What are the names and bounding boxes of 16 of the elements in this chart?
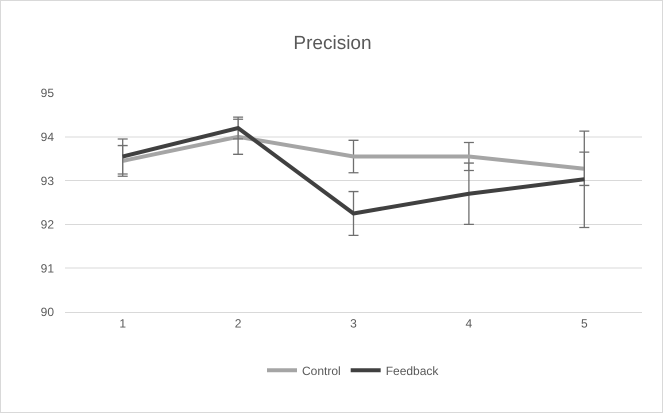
line-series — [120, 126, 586, 216]
x-tick-label: 4 — [466, 316, 473, 330]
legend-label: Control — [302, 364, 341, 378]
x-tick-label: 5 — [580, 316, 588, 330]
x-tick-label: 2 — [234, 316, 242, 330]
x-tick-label: 1 — [119, 316, 126, 330]
y-tick-label: 93 — [40, 174, 54, 188]
x-tick-label: 3 — [350, 316, 358, 330]
legend-label: Feedback — [386, 364, 440, 378]
y-tick-label: 92 — [40, 218, 54, 232]
y-tick-label: 95 — [40, 86, 54, 100]
y-tick-label: 90 — [40, 305, 54, 320]
y-tick-label: 91 — [40, 261, 54, 276]
chart-title: Precision — [293, 32, 372, 54]
line-series — [120, 134, 586, 171]
y-tick-label: 94 — [40, 130, 54, 144]
